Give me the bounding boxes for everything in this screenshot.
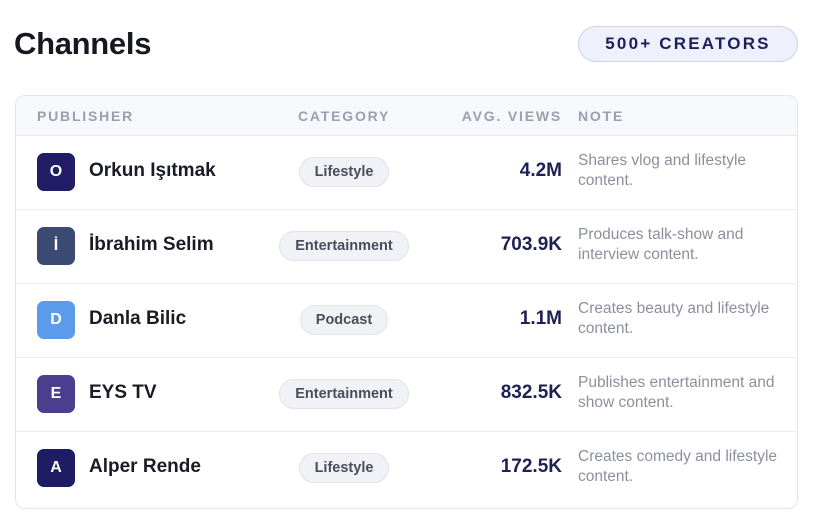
publisher-name[interactable]: Orkun Işıtmak [89,160,216,181]
avatar: E [37,375,75,413]
column-header-category[interactable]: CATEGORY [298,108,391,124]
column-header-note[interactable]: NOTE [578,108,625,124]
category-tag[interactable]: Podcast [299,305,389,335]
column-header-avg-views[interactable]: AVG. VIEWS [461,108,562,124]
publisher-name[interactable]: EYS TV [89,382,157,403]
category-tag[interactable]: Entertainment [279,231,409,261]
table-header: PUBLISHER CATEGORY AVG. VIEWS NOTE [16,96,797,136]
note-text: Shares vlog and lifestyle content. [578,152,747,189]
avg-views-value: 172.5K [500,456,562,477]
category-tag[interactable]: Lifestyle [298,453,390,483]
avg-views-value: 4.2M [519,160,562,181]
table-row[interactable]: D Danla Bilic Podcast 1.1M Creates beaut… [16,284,797,358]
channels-table: PUBLISHER CATEGORY AVG. VIEWS NOTE O Ork… [15,95,798,509]
avatar: İ [37,227,75,265]
note-text: Produces talk-show and interview content… [578,226,744,263]
avatar: O [37,153,75,191]
page-title: Channels [14,26,152,61]
publisher-name[interactable]: Danla Bilic [89,308,187,329]
publisher-name[interactable]: İbrahim Selim [89,234,214,255]
avatar: A [37,449,75,487]
publisher-name[interactable]: Alper Rende [89,456,201,477]
category-tag[interactable]: Entertainment [279,379,409,409]
avg-views-value: 832.5K [500,382,562,403]
note-text: Publishes entertainment and show content… [578,374,775,411]
creators-count-badge: 500+ CREATORS [578,26,798,62]
table-row[interactable]: E EYS TV Entertainment 832.5K Publishes … [16,358,797,432]
table-row[interactable]: İ İbrahim Selim Entertainment 703.9K Pro… [16,210,797,284]
avg-views-value: 703.9K [500,234,562,255]
table-row[interactable]: A Alper Rende Lifestyle 172.5K Creates c… [16,432,797,506]
table-row[interactable]: O Orkun Işıtmak Lifestyle 4.2M Shares vl… [16,136,797,210]
avatar: D [37,301,75,339]
column-header-publisher[interactable]: PUBLISHER [37,108,135,124]
category-tag[interactable]: Lifestyle [298,157,390,187]
avg-views-value: 1.1M [519,308,562,329]
note-text: Creates comedy and lifestyle content. [578,448,778,485]
note-text: Creates beauty and lifestyle content. [578,300,770,337]
